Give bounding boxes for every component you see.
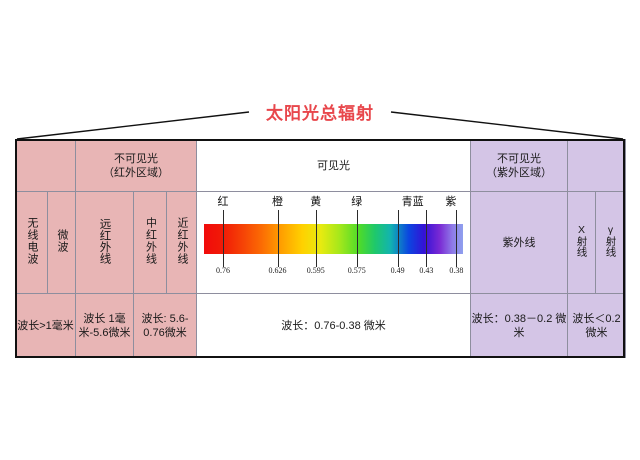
spectrum-color-label: 紫 [445,196,457,208]
spectrum-tick [315,210,317,267]
band-mid-infrared-label: 中红外线 [144,216,157,265]
band-near-infrared-label: 近红外线 [176,216,188,265]
spectrum-table-wrapper: 不可见光 （红外区域） 可见光 不可见光 （紫外区域） 无线电波 微波 [15,139,627,358]
spectrum-tick [277,210,279,267]
spectrum-tick [456,210,458,267]
spectrum-color-label: 黄 [310,196,322,208]
wavelength-visible: 波长：0.76-0.38 微米 [196,293,472,358]
spectrum-color-label: 青蓝 [401,196,424,208]
page-title: 太阳光总辐射 [266,104,374,123]
band-mid-infrared: 中红外线 [133,191,167,294]
band-xray-label: X射线 [575,224,589,257]
band-xray: X射线 [567,191,597,294]
header-visible-light: 可见光 [196,139,472,192]
spectrum-gradient-band [204,224,464,254]
spectrum-tick [222,210,224,267]
spectrum-color-label: 红 [217,196,229,208]
spectrum-tick [397,210,399,267]
header-invisible-ultraviolet: 不可见光 （紫外区域） [470,139,569,192]
band-radio-label: 无线电波 [26,216,38,265]
band-far-infrared-label: 远红外线 [98,217,111,264]
band-gamma-rest: 射线 [604,236,617,257]
table-row-wavelengths: 波长>1毫米 波长 1毫米-5.6微米 波长: 5.6-0.76微米 波长：0.… [15,293,627,358]
band-near-infrared: 近红外线 [165,191,198,294]
wavelength-radio-microwave: 波长>1毫米 [15,293,76,358]
spectrum-tick-value: 0.49 [390,266,405,275]
spectrum-tick-value: 0.38 [449,266,464,275]
visible-spectrum-cell: 红 橙 黄 绿 青蓝 紫 0.76 0.626 0.595 0.575 0.49 0.43 0.38 [196,191,472,294]
wavelength-mid-near-infrared: 波长: 5.6-0.76微米 [132,293,198,358]
band-xray-rest: 射线 [575,236,588,257]
header-invisible-infrared-line2: （红外区域） [103,166,169,179]
band-microwave-label: 微波 [56,228,68,253]
band-gamma-label: γ射线 [604,224,618,257]
spectrum-tick [356,210,358,267]
wavelength-xray-gamma: 波长＜0.2 微米 [567,293,627,358]
spectrum-tick-values: 0.76 0.626 0.595 0.575 0.49 0.43 0.38 [197,266,470,280]
spectrum-color-labels: 红 橙 黄 绿 青蓝 紫 [197,196,470,214]
band-radio: 无线电波 [15,191,48,294]
band-microwave: 微波 [47,191,76,294]
band-xray-letter: X [575,224,588,236]
header-invisible-ultraviolet-line2: （紫外区域） [486,166,553,179]
visible-spectrum-panel: 红 橙 黄 绿 青蓝 紫 0.76 0.626 0.595 0.575 0.49 0.43 0.38 [197,192,470,293]
cell-empty-right [567,139,627,192]
spectrum-color-label: 绿 [351,196,363,208]
cell-empty-left [15,139,76,192]
spectrum-tick-value: 0.575 [347,266,366,275]
wavelength-far-infrared: 波长 1毫米-5.6微米 [75,293,134,358]
band-gamma-letter: γ [604,224,617,236]
band-far-infrared: 远红外线 [75,191,134,294]
spectrum-color-label: 橙 [272,196,284,208]
spectrum-tick-value: 0.595 [306,266,325,275]
spectrum-tick-value: 0.43 [419,266,434,275]
spectrum-table: 不可见光 （红外区域） 可见光 不可见光 （紫外区域） 无线电波 微波 [15,139,627,358]
band-gamma: γ射线 [595,191,627,294]
table-row-bands: 无线电波 微波 远红外线 中红外线 近红外线 红 橙 黄 绿 青蓝 紫 [15,191,627,294]
spectrum-tick-value: 0.76 [215,266,230,275]
table-row-headers: 不可见光 （红外区域） 可见光 不可见光 （紫外区域） [15,139,627,192]
header-invisible-infrared-line1: 不可见光 [114,152,158,165]
header-invisible-ultraviolet-line1: 不可见光 [497,152,542,165]
header-invisible-infrared: 不可见光 （红外区域） [74,139,198,192]
band-ultraviolet: 紫外线 [470,191,569,294]
wavelength-ultraviolet: 波长：0.38－0.2 微米 [470,293,569,358]
spectrum-tick-value: 0.626 [268,266,287,275]
spectrum-tick [426,210,428,267]
